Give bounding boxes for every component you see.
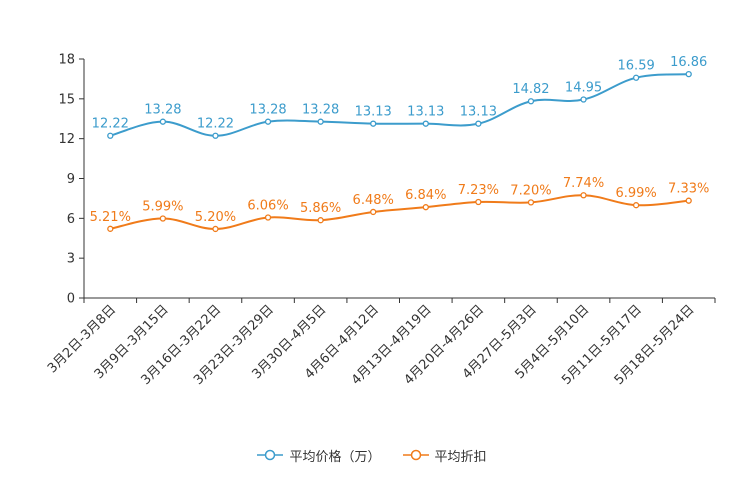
data-label: 13.28 bbox=[144, 103, 181, 118]
data-label: 6.48% bbox=[353, 193, 394, 208]
data-label: 16.59 bbox=[618, 59, 655, 74]
data-point bbox=[159, 215, 167, 222]
data-label: 7.74% bbox=[563, 176, 604, 191]
data-label: 13.13 bbox=[407, 105, 444, 120]
data-label: 5.21% bbox=[90, 210, 131, 225]
data-label: 7.23% bbox=[458, 183, 499, 198]
legend-label-price: 平均价格（万） bbox=[289, 449, 381, 465]
y-tick-label: 12 bbox=[58, 132, 75, 147]
data-point bbox=[317, 118, 324, 125]
data-point bbox=[370, 208, 377, 216]
data-point bbox=[580, 96, 587, 103]
data-label: 5.86% bbox=[300, 201, 341, 216]
series-line-0 bbox=[110, 73, 689, 137]
data-label: 16.86 bbox=[670, 55, 707, 70]
y-tick-label: 9 bbox=[67, 172, 75, 187]
data-point bbox=[632, 74, 640, 81]
y-tick-label: 18 bbox=[58, 53, 75, 68]
data-label: 12.22 bbox=[197, 117, 234, 132]
data-label: 13.13 bbox=[355, 105, 392, 120]
legend: 平均价格（万） 平均折扣 bbox=[0, 444, 744, 466]
y-tick-label: 6 bbox=[67, 212, 75, 227]
data-point bbox=[422, 204, 429, 211]
series-layer bbox=[107, 70, 692, 233]
y-tick-label: 15 bbox=[58, 92, 75, 107]
legend-label-discount: 平均折扣 bbox=[434, 449, 487, 465]
data-point bbox=[370, 120, 377, 127]
data-point bbox=[212, 225, 219, 233]
data-point bbox=[107, 225, 114, 232]
data-label: 13.28 bbox=[249, 103, 286, 118]
data-label: 13.13 bbox=[460, 105, 497, 120]
legend-item-discount[interactable]: 平均折扣 bbox=[402, 446, 487, 465]
data-point bbox=[685, 70, 692, 78]
legend-item-price[interactable]: 平均价格（万） bbox=[257, 446, 381, 465]
data-label: 6.84% bbox=[405, 188, 446, 203]
data-point bbox=[527, 199, 535, 206]
data-labels: 12.22 13.28 12.22 13.28 13.28 13.13 13.13 13.13… bbox=[90, 55, 710, 225]
data-point bbox=[159, 118, 167, 125]
data-point bbox=[317, 217, 324, 224]
data-point bbox=[632, 202, 640, 209]
data-point bbox=[264, 214, 272, 221]
data-label: 12.22 bbox=[92, 117, 129, 132]
data-label: 5.99% bbox=[142, 199, 183, 214]
data-point bbox=[422, 120, 429, 127]
legend-line-marker-icon bbox=[402, 449, 429, 461]
data-point bbox=[527, 98, 535, 105]
data-label: 6.06% bbox=[247, 199, 288, 214]
data-point bbox=[264, 118, 272, 125]
data-point bbox=[107, 132, 114, 139]
data-label: 5.20% bbox=[195, 210, 236, 225]
data-point bbox=[475, 198, 482, 206]
data-label: 14.95 bbox=[565, 80, 602, 95]
data-label: 7.33% bbox=[668, 182, 709, 197]
data-label: 14.82 bbox=[512, 82, 549, 97]
data-label: 7.20% bbox=[510, 183, 551, 198]
data-point bbox=[212, 132, 219, 139]
y-tick-label: 0 bbox=[67, 292, 75, 307]
legend-line-marker-icon bbox=[257, 449, 284, 461]
series-line-1 bbox=[110, 194, 689, 230]
data-point bbox=[685, 197, 692, 204]
data-point bbox=[580, 192, 587, 199]
data-point bbox=[475, 120, 482, 127]
data-label: 6.99% bbox=[615, 186, 656, 201]
data-label: 13.28 bbox=[302, 103, 339, 118]
y-tick-label: 3 bbox=[67, 252, 75, 267]
